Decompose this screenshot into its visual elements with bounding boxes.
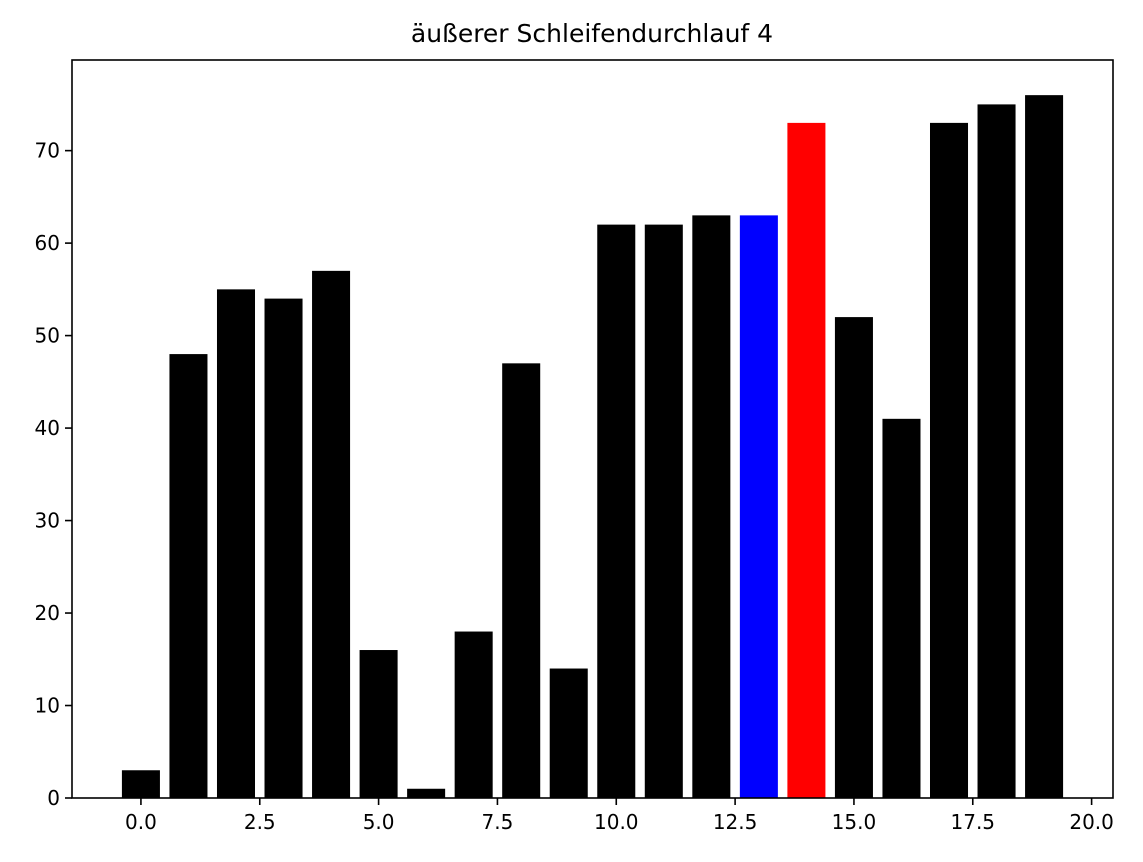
x-tick-label: 12.5: [713, 810, 758, 834]
bar-10: [597, 224, 636, 798]
y-tick-label: 40: [35, 416, 60, 440]
bar-2: [216, 289, 256, 798]
bar-19: [1025, 95, 1064, 798]
plot-frame: [71, 59, 1114, 799]
chart-title: äußerer Schleifendurchlauf 4: [411, 19, 773, 48]
bar-3: [264, 298, 303, 798]
bar-16: [882, 418, 921, 798]
x-tick-label: 7.5: [482, 810, 514, 834]
x-tick-label: 0.0: [125, 810, 157, 834]
bar-17: [929, 122, 969, 799]
bar-0: [121, 770, 160, 798]
x-tick-label: 20.0: [1069, 810, 1114, 834]
bar-14: [787, 122, 826, 799]
y-tick-label: 30: [35, 509, 60, 533]
y-tick-label: 60: [35, 231, 60, 255]
y-axis: 0 10 20 30 40 50 60 70: [35, 139, 72, 810]
bar-series: [121, 95, 1064, 799]
bar-11: [644, 224, 683, 798]
x-tick-label: 10.0: [594, 810, 639, 834]
bar-5: [359, 650, 398, 798]
y-tick-label: 0: [47, 786, 60, 810]
x-tick-label: 5.0: [363, 810, 395, 834]
bar-9: [549, 668, 588, 798]
bar-1: [169, 354, 208, 798]
x-tick-label: 2.5: [244, 810, 276, 834]
y-tick-label: 10: [35, 694, 60, 718]
bar-6: [407, 788, 446, 798]
x-tick-label: 17.5: [951, 810, 996, 834]
x-axis: 0.0 2.5 5.0 7.5 10.0 12.5 15.0 17.5 20.0: [125, 798, 1114, 834]
bar-15: [834, 317, 873, 798]
bar-7: [454, 631, 493, 798]
bar-13: [739, 215, 778, 799]
y-tick-label: 50: [35, 324, 60, 348]
bar-8: [502, 363, 541, 798]
y-tick-label: 70: [35, 139, 60, 163]
bar-18: [977, 104, 1016, 798]
y-tick-label: 20: [35, 601, 60, 625]
x-tick-label: 15.0: [832, 810, 877, 834]
bar-4: [312, 270, 351, 798]
bar-12: [692, 215, 731, 799]
